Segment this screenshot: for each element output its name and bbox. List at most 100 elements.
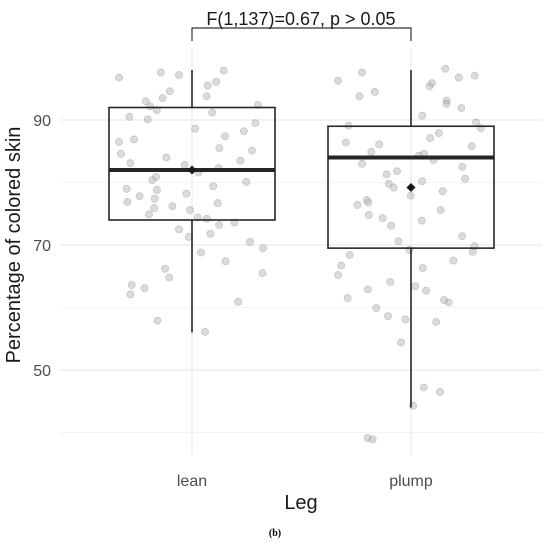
data-point <box>449 256 458 265</box>
data-point <box>372 304 381 313</box>
data-point <box>440 296 448 304</box>
y-tick-label: 70 <box>33 238 51 255</box>
data-point <box>426 134 435 143</box>
data-point <box>140 284 149 293</box>
data-point <box>209 182 218 191</box>
data-point <box>418 177 426 186</box>
data-point <box>126 290 135 299</box>
x-tick-label: plump <box>389 473 433 490</box>
data-point <box>165 273 174 282</box>
data-point <box>461 174 469 183</box>
data-point <box>203 81 212 90</box>
data-point <box>397 338 405 347</box>
data-point <box>394 237 403 246</box>
data-point <box>334 76 342 85</box>
data-point <box>126 159 135 168</box>
data-point <box>122 184 131 193</box>
x-axis-label: Leg <box>284 492 317 514</box>
data-point <box>135 192 144 201</box>
data-point <box>156 68 165 77</box>
data-point <box>422 286 430 295</box>
data-point <box>468 247 477 256</box>
data-point <box>251 119 260 128</box>
data-point <box>406 191 415 200</box>
data-point <box>175 225 183 234</box>
data-point <box>363 434 372 443</box>
data-point <box>153 316 162 325</box>
data-point <box>162 153 171 162</box>
data-point <box>234 297 243 306</box>
x-tick-label: lean <box>177 473 207 490</box>
data-point <box>358 68 366 77</box>
data-point <box>145 210 153 219</box>
data-point <box>363 285 372 294</box>
data-point <box>158 94 167 103</box>
data-point <box>215 144 224 153</box>
bracket-line <box>191 27 412 41</box>
data-point <box>375 140 384 149</box>
data-point <box>364 211 373 219</box>
data-point <box>202 92 211 101</box>
data-point <box>115 73 123 82</box>
data-point <box>246 237 254 246</box>
data-point <box>382 170 391 179</box>
data-point <box>197 248 205 257</box>
data-point <box>467 142 476 151</box>
data-point <box>418 111 427 120</box>
data-point <box>258 269 267 278</box>
data-point <box>370 87 379 96</box>
figure-caption: (b) <box>268 528 282 539</box>
data-point <box>378 214 387 223</box>
jitter-points <box>115 64 485 444</box>
data-point <box>242 177 251 186</box>
data-point <box>161 264 169 273</box>
data-point <box>202 214 211 223</box>
data-point <box>337 261 346 270</box>
data-point <box>259 244 267 253</box>
data-point <box>341 138 350 147</box>
tick-labels: 50 70 90 lean plump <box>33 113 433 490</box>
data-point <box>175 71 183 79</box>
data-point <box>411 282 420 291</box>
data-point <box>215 221 224 229</box>
data-point <box>441 64 450 73</box>
boxes <box>108 70 495 408</box>
data-point <box>401 315 410 324</box>
data-point <box>219 66 228 75</box>
data-point <box>345 251 354 259</box>
data-point <box>125 112 134 121</box>
data-point <box>130 135 138 144</box>
data-point <box>182 189 191 198</box>
data-point <box>206 229 215 238</box>
data-point <box>428 79 436 88</box>
data-point <box>425 82 434 91</box>
data-point <box>454 73 463 82</box>
data-point <box>436 206 445 214</box>
significance-bracket <box>191 27 412 41</box>
data-point <box>386 277 395 286</box>
data-point <box>470 71 479 80</box>
data-point <box>221 257 230 266</box>
data-point <box>191 124 200 133</box>
data-point <box>458 232 467 241</box>
data-point <box>367 147 376 156</box>
data-point <box>180 161 189 169</box>
data-point <box>343 294 352 303</box>
box-iqr <box>108 106 276 221</box>
data-point <box>457 104 466 113</box>
y-tick-label: 90 <box>33 113 51 130</box>
data-point <box>334 271 342 279</box>
data-point <box>419 383 428 392</box>
data-point <box>442 96 451 105</box>
data-point <box>236 156 245 165</box>
data-point <box>213 199 222 208</box>
data-point <box>393 167 401 176</box>
data-point <box>239 127 248 136</box>
data-point <box>123 197 132 206</box>
data-point <box>248 146 256 155</box>
data-point <box>458 162 467 171</box>
data-point <box>417 216 426 225</box>
mean-marker <box>406 183 416 192</box>
data-point <box>152 172 160 181</box>
